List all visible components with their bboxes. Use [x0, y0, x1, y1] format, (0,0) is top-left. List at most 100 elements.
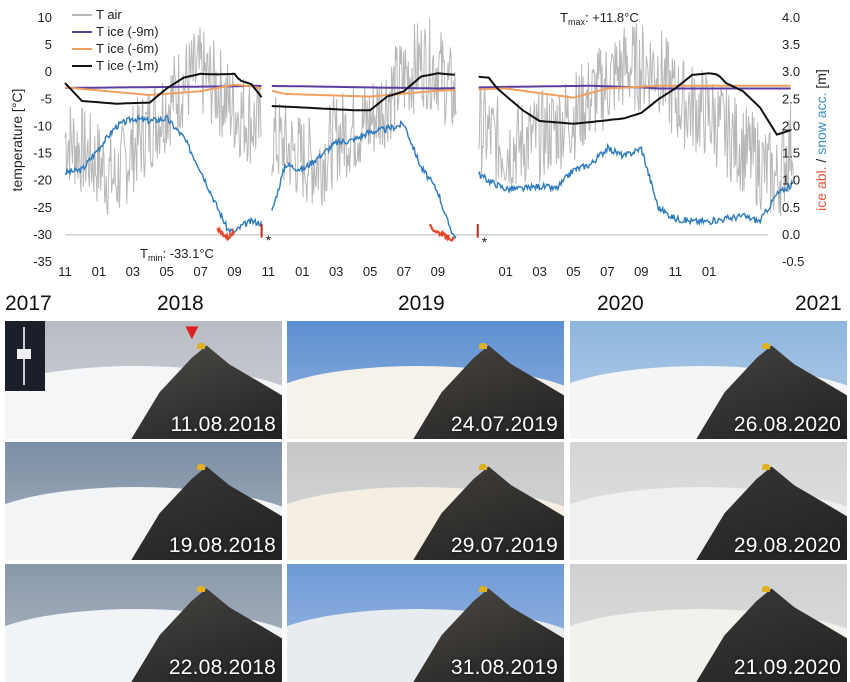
- x-tick: 03: [532, 264, 546, 279]
- summit-marker: [197, 586, 205, 592]
- tmin-subscript: min: [148, 253, 163, 263]
- t_ice_1m-line: [64, 72, 263, 105]
- x-tick: 11: [58, 264, 72, 279]
- y-right-tick: 3.0: [782, 64, 800, 79]
- photo-date: 21.09.2020: [733, 656, 841, 679]
- y-right-tick: 1.0: [782, 173, 800, 188]
- x-tick: 07: [600, 264, 614, 279]
- chart-axes: 10 5 0 -5 -10 -15 -20 -25 -30 -35 4.0 3.5 3.0 2.5 2.0 1…: [9, 10, 829, 279]
- weather-station-inset: [5, 321, 45, 391]
- series-t-ice-1m: [64, 72, 791, 136]
- photo-date: 19.08.2018: [168, 534, 276, 557]
- x-tick: 01: [92, 264, 106, 279]
- glacier-photo: 29.07.2019: [287, 442, 564, 560]
- tmax-value: : +11.8°C: [585, 10, 639, 25]
- x-tick: 05: [566, 264, 580, 279]
- summit-marker: [197, 464, 205, 470]
- summit-marker: [479, 464, 487, 470]
- station-box: [17, 349, 31, 359]
- legend-label: T ice (-1m): [96, 58, 159, 73]
- year-label: 2021: [795, 292, 842, 315]
- y-right-tick: 3.5: [782, 37, 800, 52]
- y-right-tick: 0.5: [782, 200, 800, 215]
- series-ice-abl: [216, 223, 479, 242]
- y-right-tick: 4.0: [782, 10, 800, 25]
- station-arrow-icon: ▼: [181, 321, 203, 344]
- series-snow-acc: [64, 113, 794, 240]
- x-tick: 11: [262, 264, 276, 279]
- glacier-photo: 24.07.2019: [287, 321, 564, 439]
- y-left-tick: -25: [33, 200, 52, 215]
- year-label: 2020: [597, 292, 644, 315]
- tmax-subscript: max: [568, 17, 586, 27]
- legend-label: T ice (-6m): [96, 41, 159, 56]
- x-tick: 09: [634, 264, 648, 279]
- y-right-label-part: ice abl.: [813, 166, 829, 210]
- y-right-tick: -0.5: [782, 254, 804, 269]
- year-label: 2017: [5, 292, 52, 315]
- asterisk: *: [266, 232, 272, 248]
- ice-abl-line: [428, 223, 455, 242]
- t_ice_1m-line: [478, 72, 791, 136]
- y-left-tick: -20: [33, 173, 52, 188]
- glacier-photo: 26.08.2020: [570, 321, 847, 439]
- summit-marker: [197, 343, 205, 349]
- y-right-label-part: /: [813, 155, 829, 167]
- y-left-tick: -15: [33, 146, 52, 161]
- y-right-label: ice abl. / snow acc. [m]: [813, 69, 829, 211]
- year-label: 2018: [157, 292, 204, 315]
- chart-annotations: Tmax: +11.8°C Tmin: -33.1°C * *: [140, 10, 639, 263]
- t_ice_9m-line: [271, 85, 455, 90]
- x-tick: 05: [159, 264, 173, 279]
- glacier-photo: 11.08.2018 ▼: [5, 321, 282, 439]
- x-tick: 09: [431, 264, 445, 279]
- series-t-air: [64, 18, 795, 217]
- x-tick: 11: [668, 264, 682, 279]
- y-left-tick: 0: [45, 64, 52, 79]
- y-right-tick: 2.0: [782, 118, 800, 133]
- photo-date: 26.08.2020: [733, 413, 841, 436]
- t-air-line: [64, 27, 262, 215]
- snow-acc-line: [478, 142, 794, 227]
- glacier-photo: 19.08.2018: [5, 442, 282, 560]
- summit-marker: [479, 343, 487, 349]
- x-tick: 05: [363, 264, 377, 279]
- glacier-photo: 29.08.2020: [570, 442, 847, 560]
- glacier-photo: 31.08.2019: [287, 564, 564, 682]
- summit-marker: [762, 586, 770, 592]
- ice-abl-line: [216, 226, 235, 242]
- t-air-line: [478, 23, 795, 217]
- x-tick: 03: [329, 264, 343, 279]
- t-air-line: [271, 18, 457, 206]
- glacier-photo: 22.08.2018: [5, 564, 282, 682]
- y-left-label: temperature [°C]: [9, 89, 25, 192]
- y-right-tick: 1.5: [782, 146, 800, 161]
- year-label: 2019: [398, 292, 445, 315]
- y-left-tick: 5: [45, 37, 52, 52]
- tmin-value: : -33.1°C: [162, 246, 213, 261]
- y-left-tick: -10: [33, 118, 52, 133]
- series-t-ice-6m: [64, 83, 791, 99]
- summit-marker: [762, 343, 770, 349]
- tmax-label: T: [560, 10, 568, 25]
- asterisk: *: [482, 234, 488, 250]
- photo-date: 31.08.2019: [450, 656, 558, 679]
- legend-label: T air: [96, 7, 122, 22]
- glacier-photo: 21.09.2020: [570, 564, 847, 682]
- photo-date: 22.08.2018: [168, 656, 276, 679]
- t_ice_6m-line: [271, 89, 455, 98]
- y-right-label-part: snow acc.: [813, 93, 829, 155]
- x-tick: 03: [126, 264, 140, 279]
- y-left-tick: -30: [33, 227, 52, 242]
- summit-marker: [479, 586, 487, 592]
- y-right-tick: 2.5: [782, 91, 800, 106]
- summit-marker: [762, 464, 770, 470]
- tmin-label: T: [140, 246, 148, 261]
- x-tick: 07: [397, 264, 411, 279]
- y-left-tick: -5: [40, 91, 52, 106]
- legend-label: T ice (-9m): [96, 24, 159, 39]
- t_ice_1m-line: [271, 72, 455, 112]
- x-tick: 01: [702, 264, 716, 279]
- y-right-label-part: [m]: [813, 69, 829, 92]
- snow-acc-line: [64, 113, 262, 236]
